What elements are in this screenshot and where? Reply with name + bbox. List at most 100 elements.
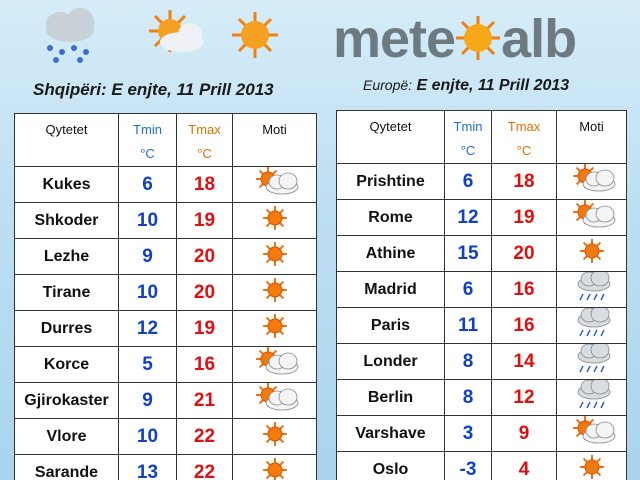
row: Sarande 13 22 <box>14 454 317 480</box>
city: Sarande <box>34 463 99 480</box>
cell: Athine <box>336 235 445 272</box>
cell: Rome <box>336 199 445 236</box>
tmin: 15 <box>457 242 479 264</box>
row: Durres 12 19 <box>14 310 317 347</box>
tmax: 20 <box>513 242 535 264</box>
column-title: Qytetet <box>45 122 88 137</box>
weather-icon <box>262 458 287 480</box>
tmax: 18 <box>513 170 535 192</box>
cell: 9 <box>491 415 557 452</box>
cell: 16 <box>491 271 557 308</box>
cell <box>556 269 627 308</box>
cell: Sarande <box>14 454 119 480</box>
city: Oslo <box>372 460 409 478</box>
tmin: 6 <box>462 170 474 192</box>
cell: -3 <box>444 451 492 480</box>
cell: 20 <box>491 235 557 272</box>
row: Berlin 8 12 <box>336 377 627 416</box>
city: Rome <box>368 208 413 226</box>
cell <box>556 341 627 380</box>
column-title: Tmax <box>507 119 541 134</box>
cell <box>232 274 317 311</box>
cell: 8 <box>444 343 492 380</box>
cell <box>556 451 627 480</box>
region: Shqipëri: <box>33 80 107 99</box>
tmax: 20 <box>193 245 216 267</box>
tmin: 10 <box>136 209 159 231</box>
row: Rome 12 19 <box>336 199 627 236</box>
cell <box>556 305 627 344</box>
row: Vlore 10 22 <box>14 418 317 455</box>
cell <box>556 235 627 272</box>
cell: Lezhe <box>14 238 119 275</box>
weather-icon <box>579 239 604 263</box>
row: Oslo -3 4 <box>336 451 627 480</box>
cell <box>556 415 627 452</box>
row: Kukes 6 18 <box>14 166 317 203</box>
weather-icon <box>577 305 610 337</box>
header-cell: Moti <box>556 110 627 164</box>
weather-icon <box>572 416 615 444</box>
row: Lezhe 9 20 <box>14 238 317 275</box>
cell: 6 <box>444 163 492 200</box>
city: Lezhe <box>43 247 90 265</box>
header-cell: Tmin °C <box>444 110 492 164</box>
tmin: 3 <box>462 422 474 444</box>
row: Paris 11 16 <box>336 305 627 344</box>
weather-icon <box>579 455 604 479</box>
weather-icon <box>262 314 287 338</box>
cell: 15 <box>444 235 492 272</box>
decor-icons <box>46 8 278 63</box>
cell: 3 <box>444 415 492 452</box>
subtitle: Shqipëri: E enjte, 11 Prill 2013 <box>33 80 274 100</box>
weather-icon <box>577 269 610 301</box>
city: Tirane <box>42 283 91 301</box>
header-cell: Moti <box>232 113 317 167</box>
column-unit: °C <box>460 143 476 158</box>
city: Berlin <box>367 388 414 406</box>
tmax: 9 <box>518 422 530 444</box>
cell: 11 <box>444 307 492 344</box>
column-title: Tmin <box>453 119 483 134</box>
cell: 10 <box>118 274 177 311</box>
row: Tirane 10 20 <box>14 274 317 311</box>
region: Europë: <box>363 77 413 93</box>
cell: 22 <box>176 418 233 455</box>
tmax: 19 <box>193 317 216 339</box>
tmax: 16 <box>513 278 535 300</box>
date: E enjte, 11 Prill 2013 <box>111 80 274 99</box>
cell: Gjirokaster <box>14 382 119 419</box>
weather-table: Qytetet Tmin °C Tmax °C Moti Prishtine 6 18 Rome 1… <box>336 110 627 480</box>
tmax: 22 <box>193 425 216 447</box>
city: Durres <box>40 319 93 337</box>
cell: Durres <box>14 310 119 347</box>
weather-icon <box>577 341 610 373</box>
tmax: 16 <box>513 314 535 336</box>
weather-icon <box>262 278 287 302</box>
cell: Kukes <box>14 166 119 203</box>
cell: 10 <box>118 418 177 455</box>
tmax: 20 <box>193 281 216 303</box>
cell: 9 <box>118 238 177 275</box>
subtitle: Europë: E enjte, 11 Prill 2013 <box>363 77 569 95</box>
city: Korce <box>43 355 90 373</box>
city: Vlore <box>46 427 87 445</box>
tmin: 6 <box>462 278 474 300</box>
column-unit: °C <box>197 146 212 161</box>
tmax: 22 <box>193 461 216 480</box>
cell: 19 <box>491 199 557 236</box>
tmax: 4 <box>518 458 530 480</box>
tmin: 10 <box>136 281 159 303</box>
cell <box>232 238 317 275</box>
row: Madrid 6 16 <box>336 269 627 308</box>
city: Madrid <box>364 280 417 298</box>
cell <box>232 418 317 455</box>
weather-icon <box>262 242 287 266</box>
logo: mete alb <box>333 8 577 70</box>
tmax: 18 <box>193 173 216 195</box>
cell: Oslo <box>336 451 445 480</box>
city: Londer <box>363 352 418 370</box>
weather-icon <box>255 383 298 411</box>
column-unit: °C <box>140 146 155 161</box>
tmin: 10 <box>136 425 159 447</box>
